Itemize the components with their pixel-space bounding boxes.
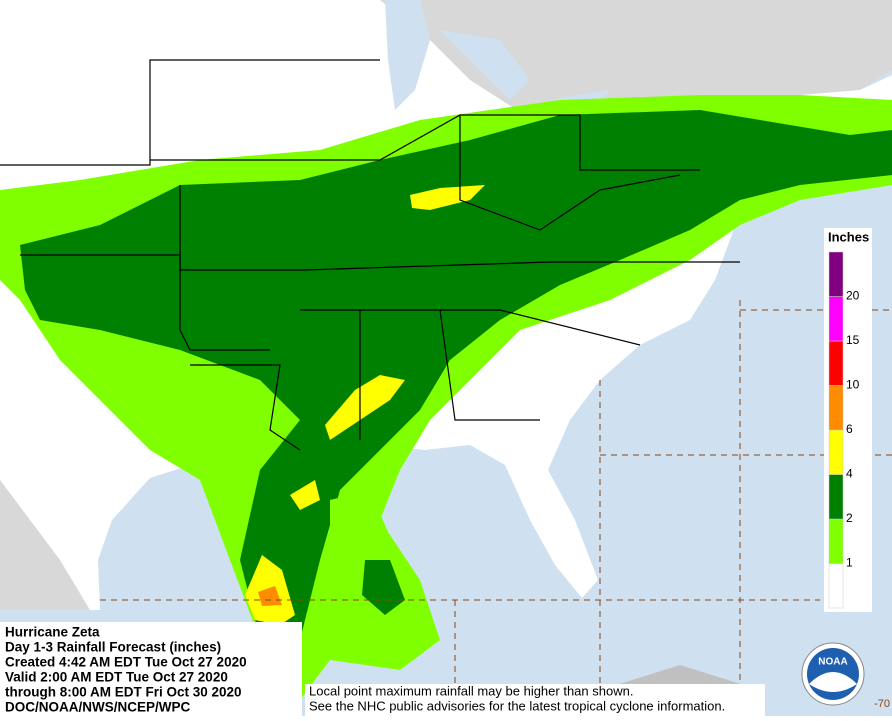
legend-swatch [828,251,844,297]
legend-swatch [828,340,844,386]
disclaimer-line: Local point maximum rainfall may be high… [309,683,633,698]
noaa-logo-bird [809,672,857,692]
lake-michigan [385,0,430,110]
legend-swatch [828,518,844,564]
border [459,115,681,231]
info-line: Hurricane Zeta [5,625,100,640]
corner-label: -70 [874,698,890,710]
legend-swatch [828,474,844,520]
info-line: through 8:00 AM EDT Fri Oct 30 2020 [5,685,242,700]
lake-huron [440,30,530,100]
legend: Inches 1 2 4 6 10 15 20 [824,228,872,612]
disclaimer-text: Local point maximum rainfall may be high… [309,683,725,713]
rain-4-6-north [410,185,485,210]
rain-2-4 [20,110,892,670]
legend-label: 20 [846,289,860,303]
state-borders [0,59,740,451]
info-line: DOC/NOAA/NWS/NCEP/WPC [5,700,191,715]
info-box [0,622,302,716]
legend-label: 1 [846,556,853,570]
legend-label: 10 [846,378,860,392]
border [0,59,380,166]
border [179,185,270,351]
info-line: Day 1-3 Rainfall Forecast (inches) [5,640,221,655]
legend-swatch [828,385,844,431]
legend-swatch [828,563,844,609]
legend-swatch [828,429,844,475]
noaa-logo-text: NOAA [818,657,847,668]
legend-label: 15 [846,333,860,347]
disclaimer-box [305,684,765,716]
rain-2-4-east [362,560,405,615]
info-line: Created 4:42 AM EDT Tue Oct 27 2020 [5,655,247,670]
border [439,309,540,421]
border [190,364,301,451]
rain-6-10 [258,586,282,606]
legend-title: Inches [828,229,869,244]
info-line: Valid 2:00 AM EDT Tue Oct 27 2020 [5,670,228,685]
legend-label: 6 [846,422,853,436]
border [150,114,700,171]
border [20,254,740,271]
rain-4-6 [325,375,405,440]
legend-swatch [828,296,844,342]
border [300,309,641,346]
legend-label: 2 [846,511,853,525]
disclaimer-line: See the NHC public advisories for the la… [309,698,725,713]
legend-label: 4 [846,467,853,481]
rain-4-6-gulf [290,480,320,510]
